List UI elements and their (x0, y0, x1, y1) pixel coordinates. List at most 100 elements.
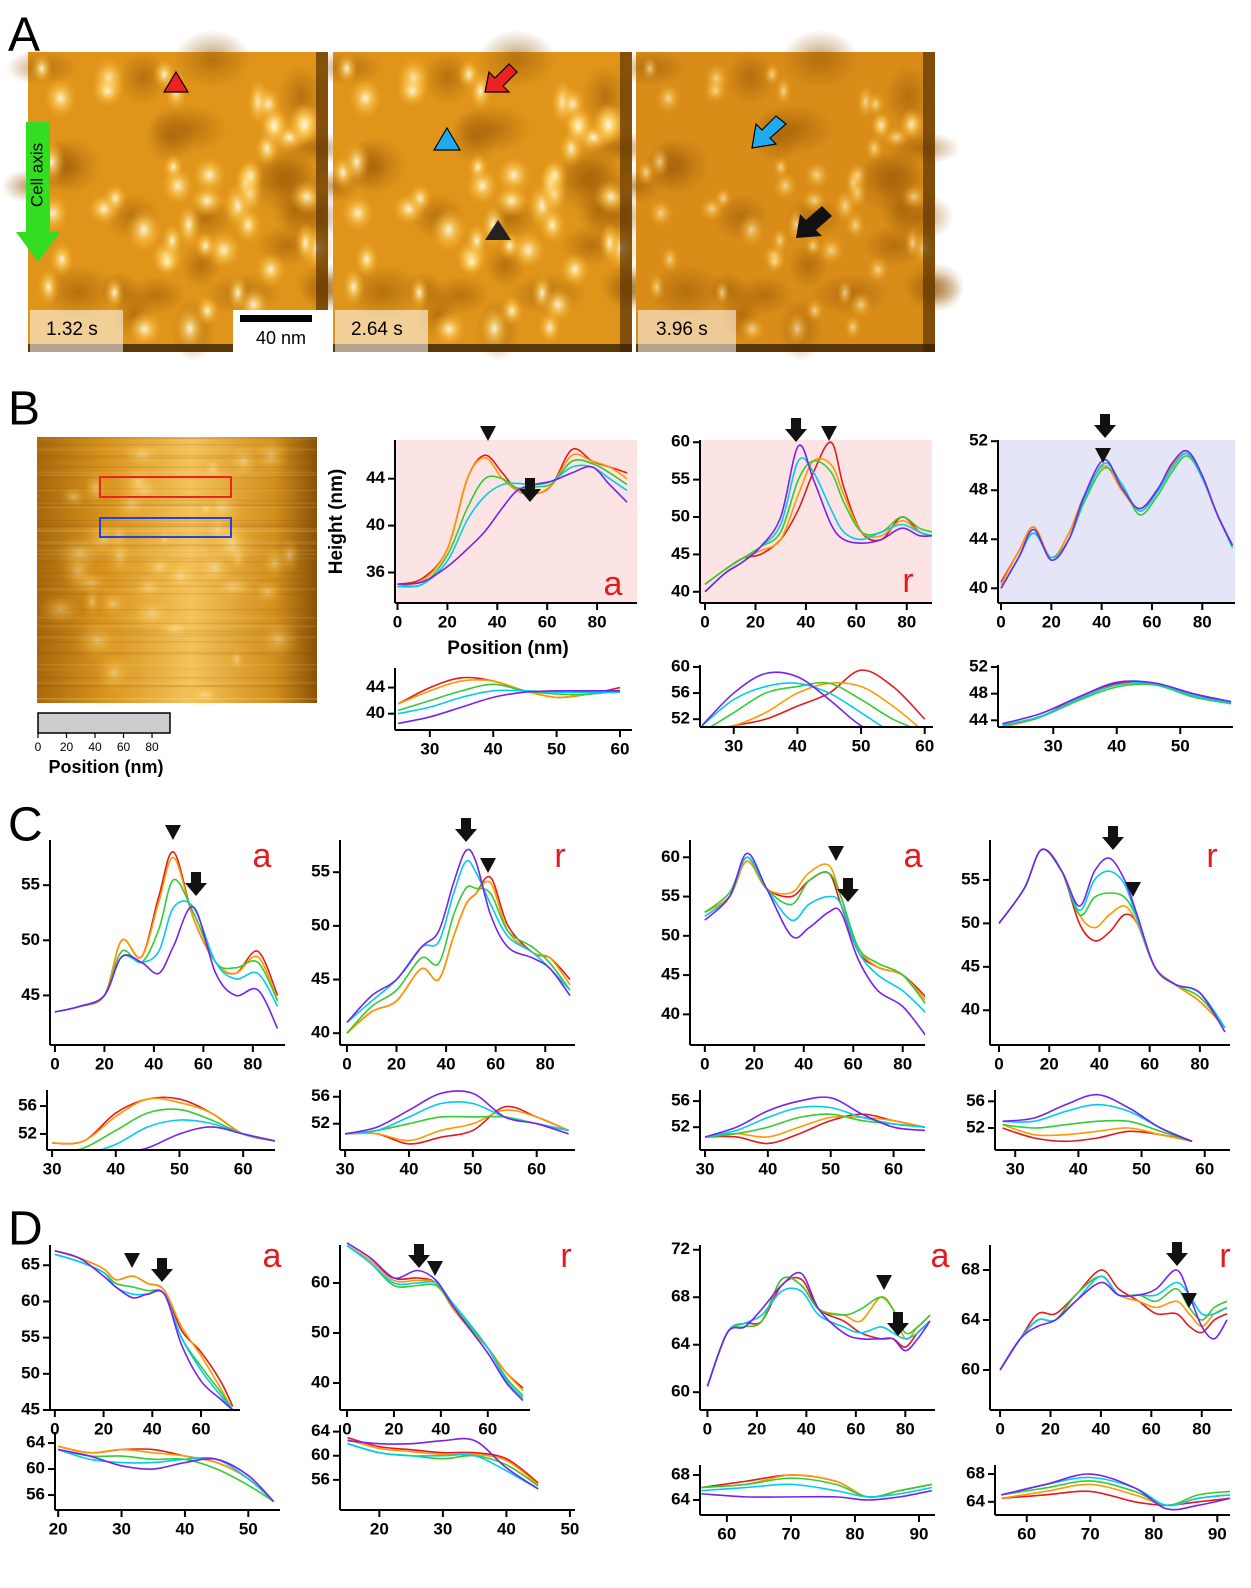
y-tick-label: 45 (661, 965, 680, 984)
afm-hole (118, 49, 168, 106)
afm-blob (599, 221, 620, 265)
time-label: 1.32 s (46, 319, 98, 340)
x-tick-label: 90 (1208, 1524, 1227, 1543)
x-tick-label: 40 (144, 1054, 163, 1073)
profile-line (704, 856, 925, 1005)
y-tick-label: 40 (969, 578, 988, 597)
x-tick-label: 60 (1143, 612, 1162, 631)
profile-line (998, 848, 1226, 1029)
afm-scanline (37, 541, 317, 543)
x-tick-label: 80 (1144, 1524, 1163, 1543)
marker-triangle (1125, 882, 1141, 897)
y-tick-label: 55 (21, 1327, 40, 1346)
marker-triangle (432, 126, 462, 151)
profile-line (136, 1126, 275, 1150)
x-tick-label: 0 (50, 1419, 59, 1438)
tick-label: 20 (60, 740, 74, 754)
profile-line (1002, 1119, 1193, 1143)
afm-blob (510, 230, 547, 270)
profile-line (52, 1097, 275, 1145)
plot-lines (701, 1474, 932, 1501)
x-tick-label: 60 (234, 1159, 253, 1178)
x-tick-label: 60 (884, 1159, 903, 1178)
profile-line (398, 689, 620, 725)
afm-blob (208, 523, 258, 570)
cell-axis-arrow (16, 122, 60, 262)
x-tick-label: 20 (747, 1419, 766, 1438)
profile-line (999, 1269, 1228, 1371)
plot: 45 50 55 60 65 0 20 40 60 a (21, 1237, 281, 1439)
tick-label: 0 (35, 740, 42, 754)
plot: 56 60 64 20 30 40 50 (311, 1421, 579, 1538)
x-tick-label: 30 (724, 736, 743, 755)
x-tick-label: 60 (486, 1054, 505, 1073)
afm-scanline (37, 585, 317, 588)
x-tick-label: 0 (342, 1419, 351, 1438)
x-tick-label: 40 (1092, 612, 1111, 631)
x-tick-label: 60 (478, 1419, 497, 1438)
x-tick-label: 40 (796, 612, 815, 631)
x-tick-label: 70 (781, 1524, 800, 1543)
y-tick-label: 64 (966, 1491, 985, 1510)
afm-hole (148, 103, 228, 155)
plot-lines (344, 1090, 569, 1145)
x-tick-label: 60 (846, 1419, 865, 1438)
y-tick-label: 55 (311, 862, 330, 881)
x-tick-label: 30 (420, 739, 439, 758)
profile-line (704, 852, 925, 1036)
afm-scanline (37, 504, 317, 507)
afm-blob (160, 222, 184, 259)
profile-line (344, 1090, 569, 1135)
afm-scanline (37, 608, 317, 611)
profile-line (52, 1096, 275, 1145)
x-tick-label: 50 (463, 1159, 482, 1178)
x-tick-label: 80 (1193, 612, 1212, 631)
afm-blob (260, 106, 288, 148)
plot: 40 44 48 52 0 20 40 60 80 (969, 431, 1235, 631)
afm-blob (59, 485, 89, 508)
afm-blob (395, 74, 429, 108)
afm-blob (870, 111, 892, 143)
x-tick-label: 40 (1069, 1159, 1088, 1178)
afm-scanline (37, 489, 317, 491)
profile-line (397, 465, 628, 586)
y-tick-label: 68 (671, 1464, 690, 1483)
x-tick-label: 60 (847, 612, 866, 631)
afm-blob (252, 578, 284, 606)
x-tick-label: 0 (996, 612, 1005, 631)
y-tick-label: 55 (671, 469, 690, 488)
profile-line (1001, 1480, 1230, 1507)
x-tick-label: 40 (788, 736, 807, 755)
afm-blob (803, 160, 831, 190)
x-tick-label: 40 (106, 1159, 125, 1178)
x-tick-label: 50 (547, 739, 566, 758)
afm-blob (408, 183, 433, 214)
afm-blob (844, 314, 862, 340)
profile-line (54, 1250, 234, 1410)
profile-line (54, 1250, 234, 1410)
y-tick-label: 45 (311, 969, 330, 988)
afm-blob (465, 166, 500, 206)
afm-blob (237, 157, 264, 194)
afm-scanline (37, 617, 317, 619)
afm-scanline (37, 685, 317, 688)
afm-blob (564, 106, 592, 148)
x-tick-label: 40 (437, 1054, 456, 1073)
x-tick-label: 30 (43, 1159, 62, 1178)
afm-blob (648, 272, 666, 302)
x-tick-label: 60 (1140, 1054, 1159, 1073)
afm-scanline (37, 622, 317, 625)
afm-blob (771, 227, 789, 255)
afm-blob (866, 91, 886, 117)
afm-scanline (37, 641, 317, 643)
plot: 40 50 60 0 20 40 60 r (311, 1237, 572, 1439)
x-tick-label: 20 (49, 1519, 68, 1538)
afm-blob (104, 276, 125, 310)
y-tick-label: 36 (366, 562, 385, 581)
afm-blob (714, 280, 730, 305)
position-bar-label: Position (nm) (49, 757, 164, 777)
marker-arrow (408, 1244, 430, 1268)
y-tick-label: 72 (671, 1239, 690, 1258)
afm-blob (117, 439, 167, 470)
y-tick-label: 52 (18, 1123, 37, 1142)
